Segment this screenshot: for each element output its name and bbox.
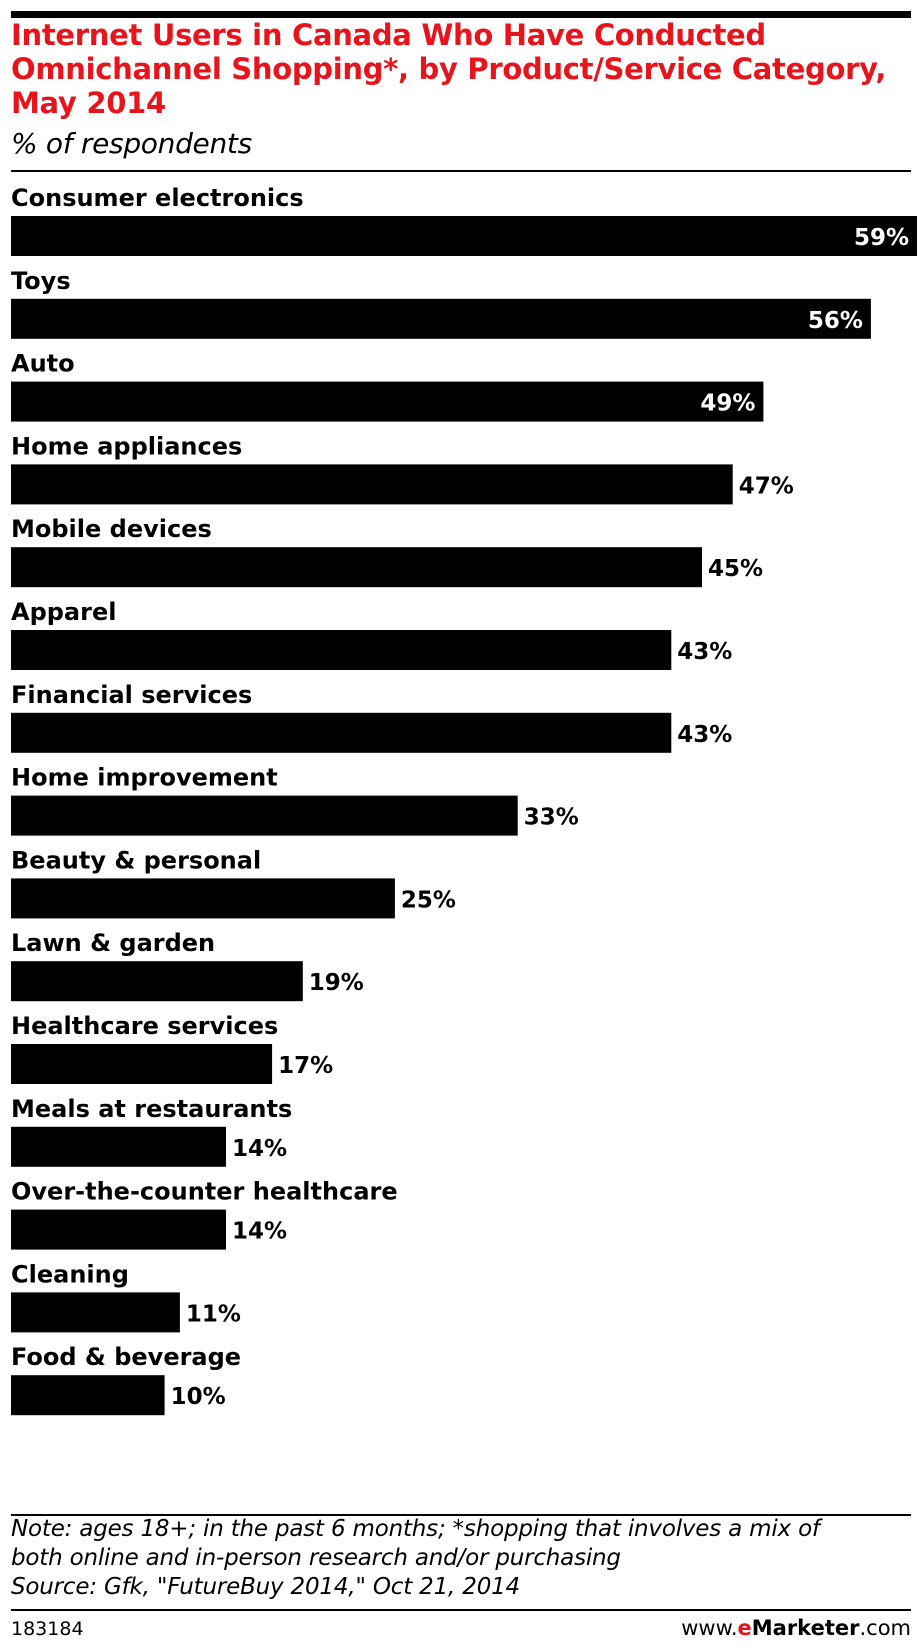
bar [11, 961, 303, 1002]
category-label: Apparel [11, 598, 116, 626]
bar [11, 1375, 165, 1416]
top-rule [11, 11, 911, 18]
value-label: 47% [739, 473, 794, 499]
brand-url: www.eMarketer.com [681, 1615, 911, 1641]
note-line-2: both online and in-person research and/o… [11, 1545, 621, 1571]
note-line-1: Note: ages 18+; in the past 6 months; *s… [11, 1516, 820, 1542]
bar [11, 1044, 273, 1084]
bar-chart: Consumer electronics 59% Toys 56% Auto 49% Hom… [11, 184, 917, 1416]
category-label: Auto [11, 350, 75, 378]
bar [11, 1126, 226, 1167]
value-label: 14% [232, 1219, 287, 1245]
category-label: Meals at restaurants [11, 1095, 292, 1123]
chart-id: 183184 [11, 1618, 84, 1640]
value-label: 43% [677, 639, 732, 665]
bar [11, 1209, 226, 1250]
value-label: 10% [171, 1384, 226, 1410]
category-label: Cleaning [11, 1260, 129, 1288]
value-label: 43% [677, 722, 732, 748]
value-label: 17% [278, 1053, 333, 1079]
chart-notes: Note: ages 18+; in the past 6 months; *s… [11, 1515, 916, 1602]
chart-title-line-3: May 2014 [11, 86, 166, 120]
value-label: 33% [524, 805, 579, 831]
category-label: Healthcare services [11, 1012, 278, 1040]
bar [11, 795, 518, 836]
bar [11, 381, 764, 422]
brand-prefix: www. [681, 1616, 738, 1640]
chart-title-line-2: Omnichannel Shopping*, by Product/Servic… [11, 52, 887, 86]
bar [11, 547, 702, 588]
category-label: Beauty & personal [11, 846, 261, 874]
category-label: Financial services [11, 681, 252, 709]
category-label: Over-the-counter healthcare [11, 1178, 398, 1206]
value-label: 11% [186, 1301, 241, 1327]
bar [11, 464, 733, 505]
category-label: Consumer electronics [11, 184, 304, 212]
value-label: 49% [700, 391, 755, 417]
category-label: Toys [11, 267, 71, 295]
chart-title: Internet Users in Canada Who Have Conduc… [11, 18, 916, 120]
bar [11, 630, 672, 670]
footer-rule [11, 1609, 911, 1611]
value-label: 19% [309, 970, 364, 996]
category-label: Home improvement [11, 764, 278, 792]
brand-name: Marketer [751, 1616, 860, 1640]
bar [11, 216, 917, 256]
brand-suffix: .com [859, 1616, 911, 1640]
source-line: Source: Gfk, "FutureBuy 2014," Oct 21, 2… [11, 1574, 520, 1600]
chart-subtitle: % of respondents [11, 127, 252, 160]
category-label: Home appliances [11, 432, 242, 460]
value-label: 45% [708, 556, 763, 582]
brand-e-letter: e [737, 1616, 752, 1640]
chart-title-line-1: Internet Users in Canada Who Have Conduc… [11, 18, 766, 52]
value-label: 25% [401, 887, 456, 913]
bar [11, 1292, 180, 1333]
header-divider [11, 170, 911, 172]
bar [11, 298, 871, 339]
chart-bottom-rule [11, 1514, 911, 1516]
value-label: 14% [232, 1136, 287, 1162]
value-label: 59% [854, 225, 909, 251]
bar [11, 878, 395, 919]
category-label: Lawn & garden [11, 929, 215, 957]
category-label: Mobile devices [11, 515, 212, 543]
category-label: Food & beverage [11, 1343, 241, 1371]
value-label: 56% [808, 308, 863, 334]
bar [11, 712, 672, 753]
